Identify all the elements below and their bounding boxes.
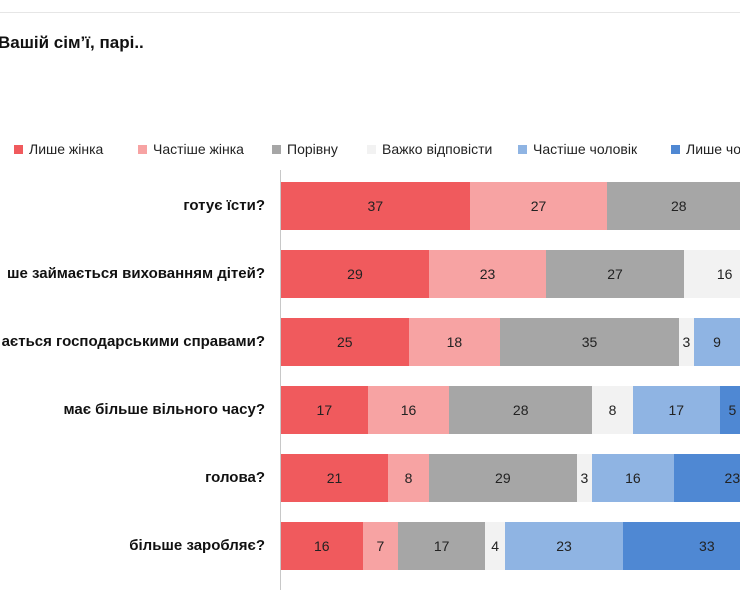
bar-segment: 23: [673, 454, 740, 502]
data-label: 3: [580, 470, 589, 486]
data-label: 23: [724, 470, 740, 486]
legend-swatch: [671, 144, 680, 154]
bar-segment: 3: [576, 454, 593, 502]
bar-segment: 33: [622, 522, 740, 570]
data-label: 29: [495, 470, 511, 486]
data-label: 29: [347, 266, 363, 282]
bar-row: ається господарськими справами? 25 18 35 3 9: [0, 318, 740, 366]
legend-swatch: [14, 144, 23, 154]
data-label: 28: [671, 198, 687, 214]
bar-segment: 7: [362, 522, 399, 570]
bar-segment: 17: [281, 386, 368, 434]
data-label: 16: [625, 470, 641, 486]
data-label: 21: [326, 470, 343, 486]
bar-segment: 29: [281, 250, 429, 298]
chart-legend: Лише жінка Частіше жінка Порівну Важко відп…: [0, 141, 740, 161]
data-label: 28: [512, 402, 529, 418]
bar-segment: 27: [546, 250, 684, 298]
data-label: 27: [607, 266, 623, 282]
legend-item-4: Важко відповісти: [367, 141, 492, 157]
legend-item-6: Лише чол: [671, 141, 740, 157]
bar-row: має більше вільного часу? 17 16 28 8 17 5: [0, 386, 740, 434]
category-label: готує їсти?: [183, 197, 265, 214]
bar-segment: 21: [281, 454, 389, 502]
data-label: 17: [433, 538, 450, 554]
data-label: 23: [479, 266, 496, 282]
bar-segment: 23: [428, 250, 547, 298]
legend-label: Частіше чоловік: [533, 141, 638, 157]
data-label: 7: [376, 538, 385, 554]
bar-segment: 18: [408, 318, 501, 366]
legend-item-1: Лише жінка: [14, 141, 103, 157]
data-label: 8: [404, 470, 413, 486]
bar-segment: 16: [592, 454, 674, 502]
data-label: 17: [668, 402, 685, 418]
data-label: 5: [728, 402, 737, 418]
data-label: 23: [556, 538, 572, 554]
bar-segment: 35: [500, 318, 679, 366]
data-label: 25: [336, 334, 353, 350]
bar-segment: 3: [678, 318, 695, 366]
category-label: має більше вільного часу?: [63, 401, 265, 418]
data-label: 16: [716, 266, 733, 282]
data-label: 17: [316, 402, 333, 418]
data-label: 16: [314, 538, 330, 554]
bar-segment: 28: [449, 386, 593, 434]
category-label: більше заробляє?: [129, 537, 265, 554]
bar-segment: 4: [485, 522, 506, 570]
legend-label: Порівну: [287, 141, 338, 157]
bar-segment: 17: [398, 522, 485, 570]
legend-swatch: [272, 144, 281, 154]
category-label: ше займається вихованням дітей?: [6, 265, 265, 282]
data-label: 9: [713, 334, 721, 350]
data-label: 27: [530, 198, 547, 214]
legend-swatch: [367, 144, 376, 154]
legend-item-3: Порівну: [272, 141, 338, 157]
legend-item-2: Частіше жінка: [138, 141, 244, 157]
bar-segment: 16: [683, 250, 740, 298]
bar-row: голова? 21 8 29 3 16 23: [0, 454, 740, 502]
bar-segment: 5: [719, 386, 740, 434]
bar-segment: 8: [592, 386, 633, 434]
legend-item-5: Частіше чоловік: [518, 141, 637, 157]
data-label: 8: [608, 402, 617, 418]
legend-label: Частіше жінка: [153, 141, 244, 157]
legend-swatch: [518, 144, 527, 154]
category-label: голова?: [205, 469, 265, 486]
data-label: 18: [446, 334, 463, 350]
legend-label: Важко відповісти: [382, 141, 493, 157]
category-axis-line: [280, 170, 281, 590]
data-label: 33: [699, 538, 715, 554]
bar-segment: 8: [388, 454, 429, 502]
category-label: ається господарськими справами?: [1, 333, 265, 350]
data-label: 37: [367, 198, 384, 214]
bar-row: більше заробляє? 16 7 17 4 23 33: [0, 522, 740, 570]
legend-label: Лише жінка: [29, 141, 104, 157]
bar-segment: 28: [607, 182, 740, 230]
bar-segment: 16: [367, 386, 450, 434]
top-divider: [0, 12, 740, 13]
bar-segment: 17: [632, 386, 720, 434]
data-label: 4: [491, 538, 500, 554]
data-label: 35: [581, 334, 598, 350]
bar-segment: 9: [694, 318, 740, 366]
bar-segment: 25: [281, 318, 409, 366]
bar-segment: 23: [505, 522, 623, 570]
chart-title: Вашій сім’ї, парі..: [0, 33, 144, 52]
data-label: 16: [400, 402, 417, 418]
legend-swatch: [138, 144, 147, 154]
bar-segment: 37: [281, 182, 470, 230]
data-label: 3: [682, 334, 691, 350]
bar-row: ше займається вихованням дітей? 29 23 27 16: [0, 250, 740, 298]
bar-segment: 27: [469, 182, 608, 230]
legend-label: Лише чол: [686, 141, 740, 157]
bar-row: готує їсти? 37 27 28: [0, 182, 740, 230]
bar-segment: 16: [281, 522, 363, 570]
bar-segment: 29: [428, 454, 577, 502]
